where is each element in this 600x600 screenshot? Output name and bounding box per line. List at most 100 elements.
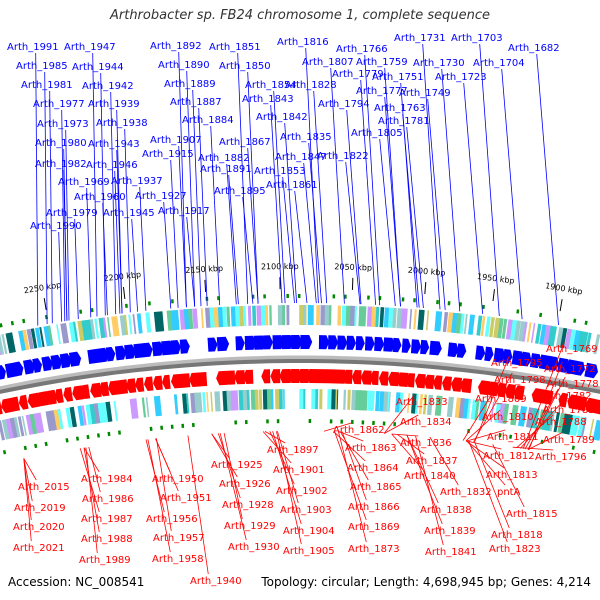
feature-box (282, 305, 286, 326)
label-leader-line (466, 429, 506, 442)
gene-label-reverse: Arth_1798 (494, 375, 546, 386)
label-leader-line (247, 147, 259, 304)
gene-label-forward: Arth_1981 (21, 80, 73, 91)
label-leader-line (474, 441, 510, 529)
gene-label-forward: Arth_1991 (7, 42, 59, 53)
feature-box (226, 306, 231, 327)
kbp-tick-label: 2050 kbp (334, 262, 372, 272)
rna-marker (86, 434, 90, 440)
feature-box (480, 316, 486, 337)
kbp-tick-label: 2150 kbp (185, 264, 223, 275)
label-leader-line (284, 122, 297, 304)
feature-box (246, 389, 250, 410)
label-leader-line (463, 82, 483, 314)
gene-label-forward: Arth_1766 (336, 44, 388, 55)
forward-gene-arrow (346, 335, 356, 350)
forward-gene-arrow (291, 335, 303, 349)
label-leader-line (61, 109, 66, 322)
label-leader-line (210, 125, 221, 306)
forward-gene-arrow (13, 361, 24, 377)
reverse-gene-arrow (378, 371, 389, 386)
feature-box (358, 306, 367, 327)
feature-box (573, 415, 580, 436)
gene-label-reverse: Arth_1930 (228, 542, 280, 553)
reverse-gene-arrow (576, 396, 588, 412)
label-leader-line (282, 176, 295, 304)
gene-label-forward: Arth_1969 (58, 177, 110, 188)
forward-gene-arrow (557, 357, 570, 373)
feature-box (535, 323, 542, 344)
gene-label-forward: Arth_1807 (302, 57, 354, 68)
gene-label-forward: Arth_1822 (317, 151, 369, 162)
reverse-gene-arrow (99, 381, 110, 397)
label-leader-line (163, 201, 172, 309)
reverse-gene-arrow (406, 373, 416, 388)
gene-label-forward: Arth_1763 (374, 103, 426, 114)
label-leader-line (264, 431, 286, 444)
label-leader-line (391, 433, 423, 470)
feature-box (45, 410, 55, 432)
feature-box (132, 314, 137, 335)
feature-box (35, 327, 43, 348)
gene-label-reverse: Arth_1903 (280, 505, 332, 516)
reverse-gene-arrow (288, 369, 300, 383)
reverse-gene-arrow (144, 376, 154, 391)
feature-box (5, 332, 16, 354)
label-leader-line (35, 52, 39, 326)
feature-box (133, 398, 139, 419)
label-leader-line (429, 436, 459, 486)
gene-label-reverse: Arth_1815 (506, 509, 558, 520)
gene-label-reverse: Arth_1928 (222, 500, 274, 511)
reverse-gene-arrow (126, 378, 137, 393)
forward-gene-arrow (263, 335, 273, 350)
feature-box (303, 305, 306, 325)
feature-box (26, 328, 34, 350)
feature-box (303, 389, 306, 409)
feature-box (518, 406, 528, 427)
forward-gene-ring (0, 335, 598, 380)
gene-label-reverse: Arth_1788 (535, 417, 587, 428)
forward-gene-arrow (484, 346, 494, 362)
gene-label-reverse: Arth_1785 (543, 405, 595, 416)
feature-box (222, 306, 227, 327)
label-leader-line (170, 159, 179, 308)
feature-box (243, 306, 247, 326)
label-leader-line (226, 163, 237, 305)
gene-label-forward: Arth_1853 (254, 166, 306, 177)
kbp-tick-label: 2250 kbp (23, 280, 62, 295)
reverse-gene-arrow (63, 387, 74, 402)
gene-label-reverse: Arth_1833 (396, 397, 448, 408)
feature-box (315, 389, 319, 410)
feature-box (270, 389, 274, 410)
gene-label-forward: Arth_1977 (33, 99, 85, 110)
gene-label-forward: Arth_1892 (150, 41, 202, 52)
reverse-gene-arrow (424, 374, 435, 390)
feature-box (299, 389, 304, 409)
gene-label-reverse: Arth_1813 (486, 470, 538, 481)
feature-box (247, 305, 252, 326)
label-leader-line (468, 441, 508, 543)
label-leader-line (114, 170, 121, 314)
feature-box (9, 417, 19, 438)
feature-box (560, 327, 568, 349)
feature-box (580, 417, 587, 438)
label-leader-line (379, 138, 396, 307)
label-leader-line (360, 79, 376, 305)
label-leader-line (536, 53, 559, 326)
feature-box (434, 395, 443, 416)
reverse-gene-arrow (594, 399, 600, 415)
rna-marker (592, 449, 596, 455)
label-leader-line (110, 91, 117, 315)
reverse-gene-arrow (351, 370, 362, 385)
label-leader-line (242, 196, 254, 304)
reverse-gene-arrow (45, 389, 57, 405)
rna-marker (23, 445, 27, 451)
feature-box (494, 402, 502, 423)
forward-gene-arrow (447, 342, 459, 358)
label-leader-line (427, 98, 446, 310)
reverse-gene-arrow (27, 392, 41, 408)
feature-box (375, 391, 380, 412)
feature-box (30, 328, 38, 349)
